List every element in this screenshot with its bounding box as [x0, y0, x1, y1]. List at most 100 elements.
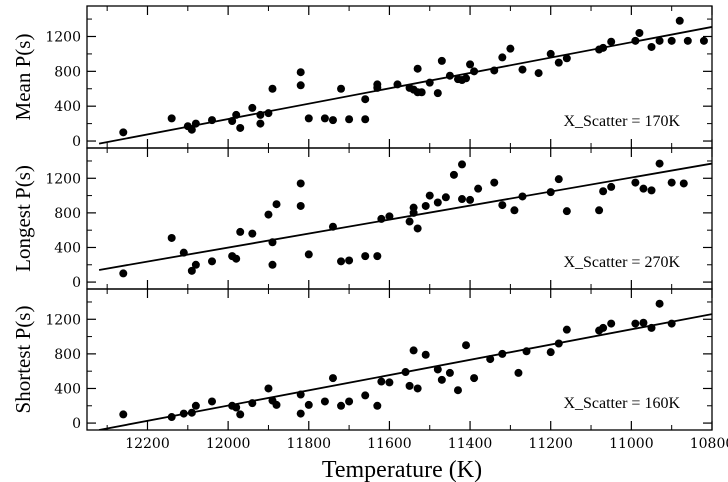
data-point: [425, 191, 434, 200]
data-point: [320, 114, 329, 123]
data-point: [413, 384, 422, 393]
y-tick-label: 1200: [45, 171, 81, 187]
data-point: [373, 83, 382, 92]
data-point: [546, 348, 555, 357]
data-point: [296, 409, 305, 418]
data-point: [433, 365, 442, 374]
data-point: [179, 409, 188, 418]
data-point: [470, 67, 479, 76]
data-point: [248, 103, 257, 112]
data-point: [413, 64, 422, 73]
data-point: [445, 368, 454, 377]
data-point: [236, 410, 245, 419]
data-point: [187, 408, 196, 417]
panel-1: 0 400 800 1200 X_Scatter = 170K Mean P(s): [11, 5, 713, 150]
data-point: [607, 37, 616, 46]
data-point: [264, 210, 273, 219]
data-point: [337, 401, 346, 410]
data-point: [554, 339, 563, 348]
data-point: [453, 386, 462, 395]
y-tick-label: 800: [54, 347, 81, 363]
data-point: [304, 400, 313, 409]
data-point: [272, 200, 281, 209]
data-point: [462, 341, 471, 350]
data-point: [373, 252, 382, 261]
data-point: [256, 119, 265, 128]
data-point: [304, 250, 313, 259]
data-point: [377, 377, 386, 386]
data-point: [514, 368, 523, 377]
data-point: [179, 248, 188, 257]
data-point: [187, 266, 196, 275]
data-point: [191, 401, 200, 410]
data-point: [361, 95, 370, 104]
data-point: [546, 188, 555, 197]
data-point: [167, 413, 176, 422]
data-point: [506, 44, 515, 53]
data-point: [667, 319, 676, 328]
data-point: [191, 119, 200, 128]
data-point: [699, 36, 708, 45]
data-point: [373, 401, 382, 410]
data-point: [337, 84, 346, 93]
data-point: [208, 397, 216, 406]
data-point: [119, 269, 128, 278]
data-point: [675, 16, 684, 25]
data-point: [466, 195, 475, 204]
data-point: [562, 325, 571, 334]
data-point: [377, 214, 386, 223]
data-point: [441, 193, 450, 202]
x-tick-label: 11800: [287, 436, 332, 452]
data-point: [167, 233, 176, 242]
y-tick-label: 400: [54, 381, 81, 397]
data-point: [361, 252, 370, 261]
y-tick-label: 800: [54, 206, 81, 222]
data-point: [167, 114, 176, 123]
data-point: [510, 206, 519, 215]
data-point: [328, 374, 337, 383]
data-point: [208, 257, 216, 266]
data-point: [631, 36, 640, 45]
data-point: [490, 178, 499, 187]
data-point: [655, 299, 664, 308]
data-point: [437, 56, 446, 65]
y-tick-label: 800: [54, 64, 81, 80]
data-point: [345, 115, 354, 124]
data-point: [562, 54, 571, 63]
data-point: [639, 184, 648, 193]
data-point: [679, 179, 688, 188]
x-tick-label: 11000: [609, 436, 654, 452]
data-point: [228, 116, 237, 125]
panel-2: 0 400 800 1200 X_Scatter = 270K Longest P(s): [11, 147, 713, 291]
data-point: [345, 256, 354, 265]
panel-annotation: X_Scatter = 270K: [563, 254, 680, 271]
data-point: [256, 110, 265, 119]
data-point: [655, 159, 664, 168]
data-point: [486, 355, 495, 364]
data-point: [433, 89, 442, 98]
fit-line: [98, 26, 712, 145]
data-point: [595, 206, 604, 215]
data-point: [421, 350, 430, 359]
data-point: [470, 374, 479, 383]
x-tick-label: 11400: [448, 436, 493, 452]
data-point: [562, 207, 571, 216]
data-point: [683, 36, 692, 45]
data-point: [433, 198, 442, 207]
data-point: [546, 49, 555, 58]
data-point: [417, 88, 426, 97]
data-point: [268, 84, 277, 93]
x-tick-label: 12200: [125, 436, 170, 452]
data-point: [599, 43, 608, 52]
y-tick-label: 0: [72, 275, 81, 291]
data-point: [518, 192, 527, 201]
panel-3: 0 400 800 1200 X_Scatter = 160K Shortest P(s): [11, 288, 713, 432]
data-point: [232, 403, 241, 412]
data-point: [393, 80, 402, 89]
data-point: [458, 160, 466, 169]
data-point: [498, 201, 507, 210]
data-point: [599, 187, 608, 196]
data-point: [458, 195, 466, 204]
y-axis-label: Mean P(s): [11, 34, 35, 121]
